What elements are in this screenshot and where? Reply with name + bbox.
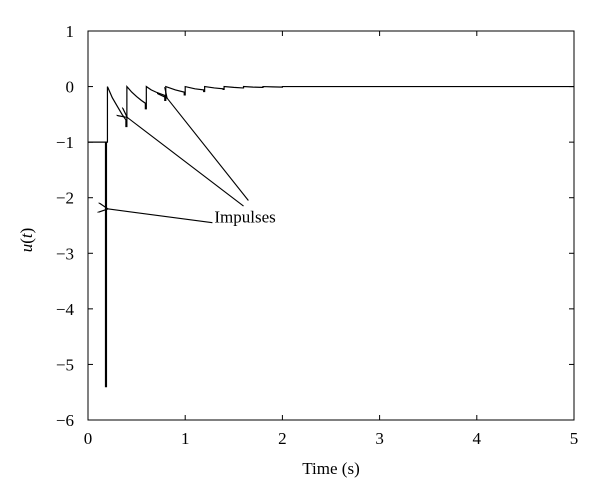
x-axis-tick-labels: 0 1 2 3 4 5: [84, 429, 579, 448]
y-tick-label-6: −5: [56, 355, 74, 374]
plot-frame: [87, 30, 575, 421]
x-tick-label-5: 5: [570, 429, 579, 448]
x-tick-label-3: 3: [375, 429, 384, 448]
y-tick-label-3: −2: [56, 189, 74, 208]
x-tick-label-0: 0: [84, 429, 93, 448]
y-axis-label-open-paren: (: [17, 238, 36, 244]
y-tick-label-4: −3: [56, 244, 74, 263]
y-axis-label: u(t): [17, 228, 36, 253]
annotation-arrow-2: [167, 98, 249, 201]
y-tick-label-1: 0: [66, 78, 75, 97]
y-axis-label-close-paren: ): [17, 228, 36, 234]
annotation-label: Impulses: [214, 208, 275, 227]
y-tick-label-0: 1: [66, 22, 75, 41]
x-axis-label: Time (s): [302, 459, 359, 478]
y-axis-ticks: [88, 30, 574, 421]
y-axis-label-prefix: u: [17, 244, 36, 253]
y-tick-label-5: −4: [56, 300, 75, 319]
x-axis-ticks: [87, 31, 575, 420]
annotation-arrow-1: [127, 117, 244, 207]
x-tick-label-2: 2: [278, 429, 287, 448]
y-axis-label-arg: t: [17, 232, 36, 238]
y-axis-tick-labels: 1 0 −1 −2 −3 −4 −5 −6: [56, 22, 75, 430]
annotation-arrow-0: [107, 209, 213, 224]
plot-area: [88, 31, 574, 420]
x-tick-label-1: 1: [181, 429, 190, 448]
x-tick-label-4: 4: [473, 429, 482, 448]
y-tick-label-7: −6: [56, 411, 74, 430]
y-tick-label-2: −1: [56, 133, 74, 152]
annotation-layer: Impulses: [107, 98, 276, 227]
